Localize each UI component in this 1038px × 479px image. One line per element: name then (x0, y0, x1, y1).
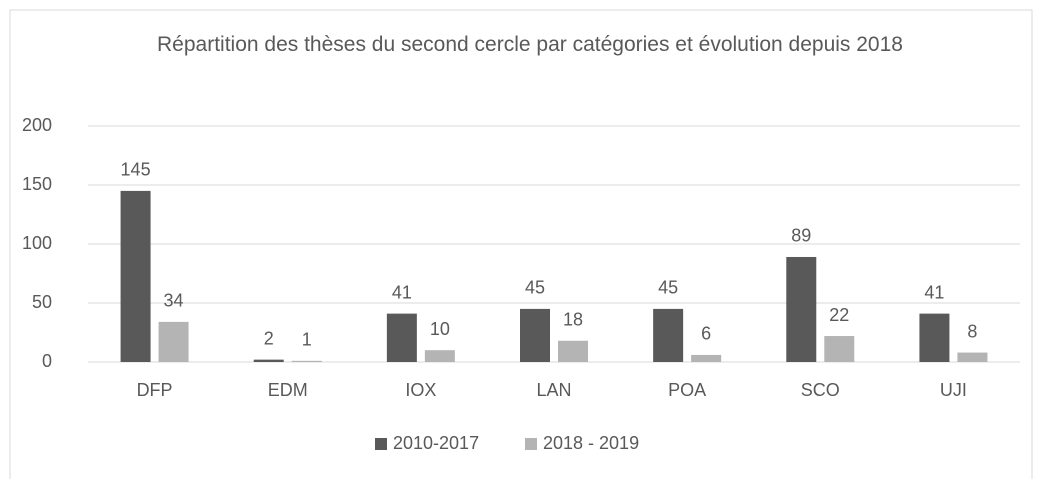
x-tick-label: POA (668, 380, 706, 400)
y-tick-label: 200 (22, 115, 52, 135)
data-label: 8 (967, 321, 977, 341)
data-label: 41 (924, 282, 944, 302)
x-tick-label: LAN (536, 380, 571, 400)
chart-title: Répartition des thèses du second cercle … (157, 33, 903, 56)
data-label: 89 (791, 226, 811, 246)
y-tick-label: 50 (32, 292, 52, 312)
x-tick-label: EDM (268, 380, 308, 400)
chart-border (9, 9, 1033, 479)
data-label: 1 (302, 330, 312, 350)
x-tick-label: UJI (940, 380, 967, 400)
bar (653, 308, 684, 362)
data-label: 18 (563, 310, 583, 330)
data-label: 45 (658, 278, 678, 298)
legend-swatch (525, 438, 537, 450)
bar (120, 190, 151, 362)
y-tick-label: 100 (22, 233, 52, 253)
legend-label: 2010-2017 (393, 433, 479, 453)
bar (386, 313, 417, 362)
bar (957, 352, 988, 362)
bar (291, 360, 322, 362)
bar (824, 336, 855, 362)
data-label: 34 (164, 291, 184, 311)
y-tick-label: 150 (22, 174, 52, 194)
bar (691, 354, 722, 362)
legend-label: 2018 - 2019 (543, 433, 639, 453)
data-label: 2 (264, 328, 274, 348)
data-label: 145 (121, 160, 151, 180)
legend-swatch (375, 438, 387, 450)
y-tick-label: 0 (42, 351, 52, 371)
bar (558, 340, 588, 362)
bar (786, 256, 817, 362)
bar (158, 321, 189, 362)
x-tick-label: SCO (801, 380, 840, 400)
x-tick-label: DFP (137, 380, 173, 400)
data-label: 6 (701, 324, 711, 344)
data-label: 10 (430, 319, 450, 339)
data-label: 45 (525, 278, 545, 298)
data-label: 41 (392, 282, 412, 302)
bar (424, 350, 455, 362)
bar (253, 359, 284, 362)
bar (919, 313, 950, 362)
data-label: 22 (829, 305, 849, 325)
x-tick-label: IOX (405, 380, 436, 400)
bar (520, 308, 550, 362)
